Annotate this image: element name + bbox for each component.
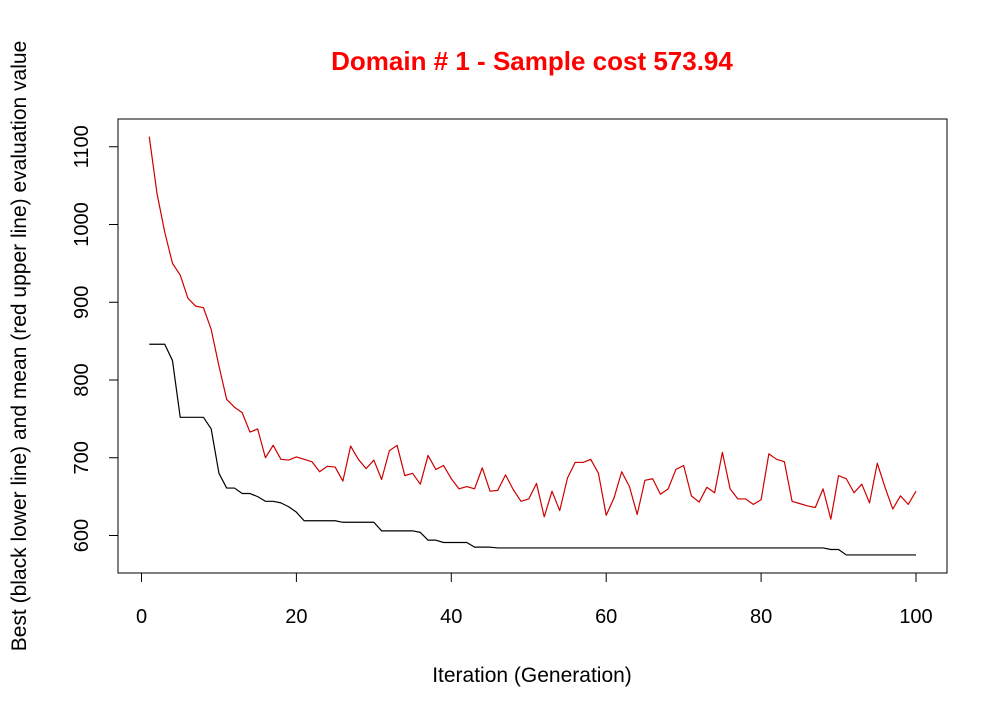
y-tick-label: 600: [71, 519, 93, 552]
y-tick-label: 1000: [71, 202, 93, 247]
y-axis: 600 700 800 900 1000 1100: [71, 125, 119, 552]
series-line-0: [148, 136, 917, 520]
y-tick-label: 800: [71, 363, 93, 396]
y-axis-label: Best (black lower line) and mean (red up…: [8, 41, 31, 652]
y-tick-label: 1100: [71, 125, 93, 168]
x-tick-label: 100: [899, 606, 932, 628]
chart-title: Domain # 1 - Sample cost 573.94: [331, 46, 733, 76]
x-axis-label: Iteration (Generation): [432, 664, 632, 687]
x-tick-label: 0: [136, 606, 147, 628]
series-line-1: [149, 343, 916, 556]
y-tick-label: 900: [71, 286, 93, 319]
x-tick-label: 80: [750, 606, 772, 628]
plot-area: [117, 118, 948, 574]
y-tick-label: 700: [71, 441, 93, 474]
x-tick-label: 60: [595, 606, 617, 628]
x-tick-label: 20: [285, 606, 307, 628]
x-axis: 0 20 40 60 80 100: [136, 572, 933, 628]
x-tick-label: 40: [440, 606, 462, 628]
series-layer: [148, 136, 917, 556]
